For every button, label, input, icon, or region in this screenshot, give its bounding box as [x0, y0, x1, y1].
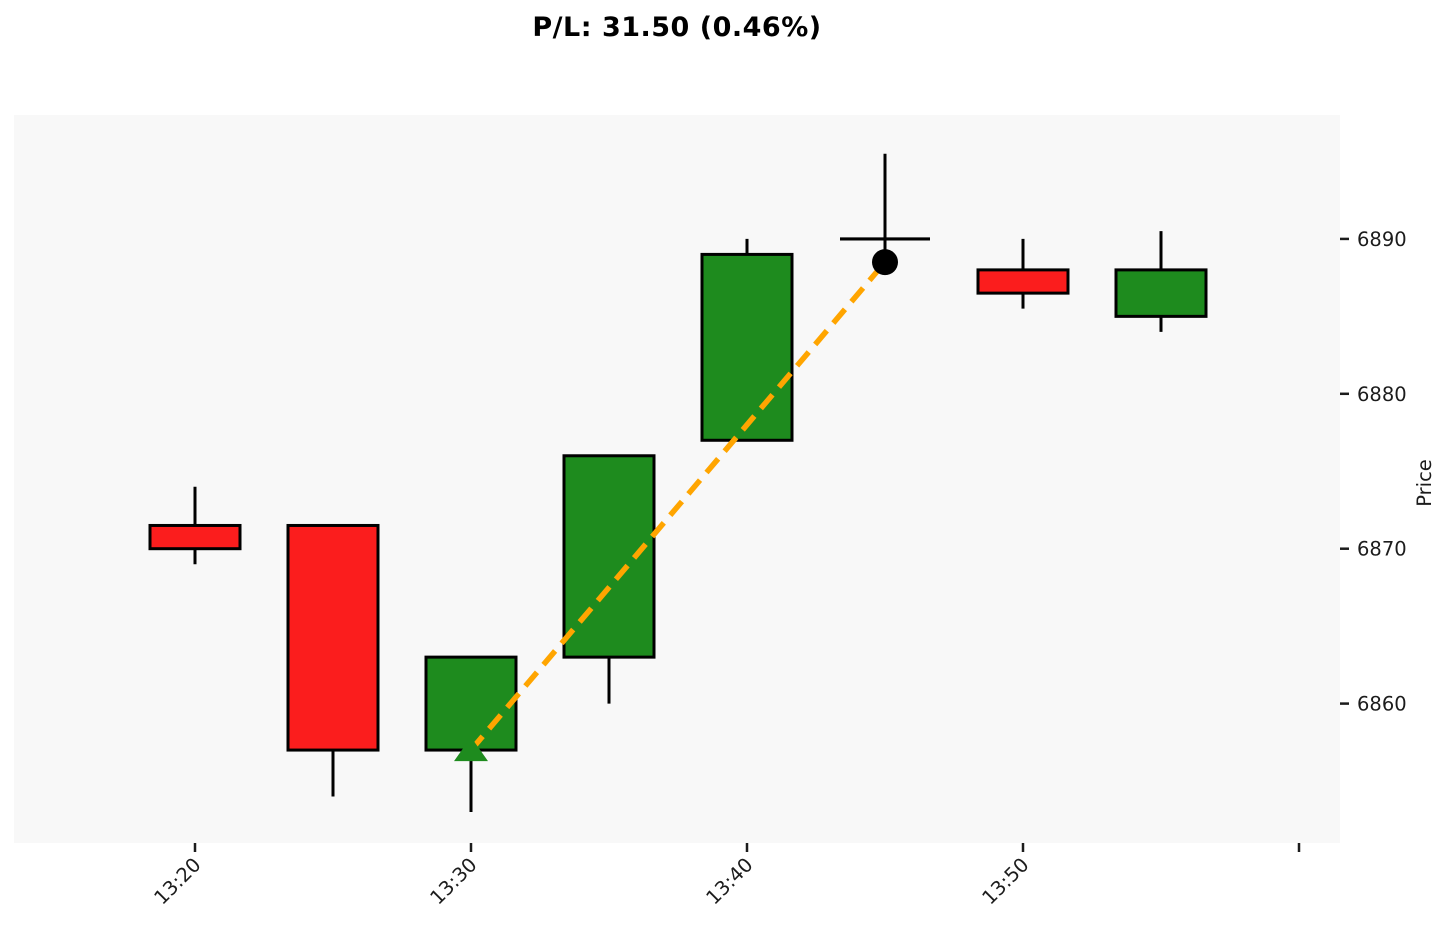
- y-tick-label: 6870: [1357, 538, 1407, 561]
- x-tick-label: 13:30: [426, 853, 482, 909]
- chart-title: P/L: 31.50 (0.46%): [532, 12, 822, 43]
- exit-marker-icon: [872, 249, 898, 276]
- x-tick-label: 13:20: [150, 853, 206, 909]
- y-tick-label: 6860: [1357, 693, 1407, 716]
- y-axis-label: Price: [1413, 459, 1436, 507]
- trade-line: [468, 260, 888, 752]
- candle-body: [424, 655, 518, 752]
- candle-body: [562, 454, 656, 659]
- plot-area: [14, 115, 1340, 843]
- candle-body: [148, 523, 242, 551]
- candle-body: [976, 268, 1070, 295]
- y-tick-label: 6880: [1357, 383, 1407, 406]
- x-tick-label: 13:50: [978, 853, 1034, 909]
- candle-body: [286, 523, 380, 752]
- entry-marker-icon: [454, 737, 488, 762]
- candle-body: [700, 252, 794, 442]
- candle-body: [1114, 268, 1208, 318]
- x-tick-label: 13:40: [702, 853, 758, 909]
- y-tick-label: 6890: [1357, 228, 1407, 251]
